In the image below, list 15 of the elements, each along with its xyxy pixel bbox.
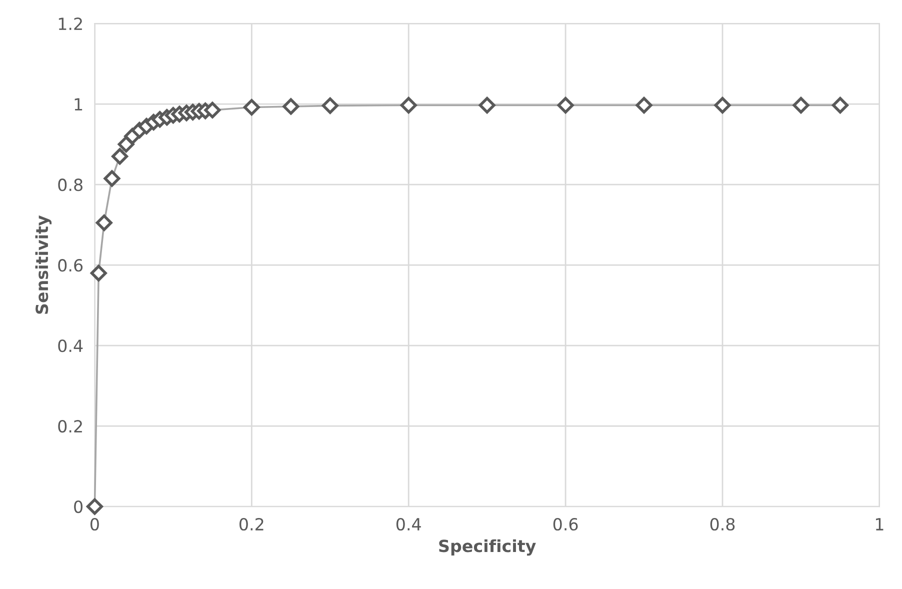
x-tick-label: 0.4 xyxy=(396,518,421,531)
x-tick-label: 0.6 xyxy=(553,518,578,531)
y-tick-label: 0.6 xyxy=(58,259,83,272)
x-axis-title: Specificity xyxy=(439,539,536,556)
y-tick-label: 0.4 xyxy=(58,340,83,352)
y-tick-label: 1 xyxy=(74,98,82,110)
x-tick-label: 1 xyxy=(876,518,884,530)
y-tick-label: 0.8 xyxy=(58,178,82,192)
x-tick-label: 0.8 xyxy=(710,518,735,531)
x-tick-label: 0.2 xyxy=(240,518,264,531)
y-tick-label: 0.2 xyxy=(58,420,82,433)
y-axis-title: Sensitivity xyxy=(35,215,52,314)
x-tick-label: 0 xyxy=(90,518,99,531)
y-tick-label: 0 xyxy=(74,500,82,514)
y-tick-label: 1.2 xyxy=(58,18,82,30)
